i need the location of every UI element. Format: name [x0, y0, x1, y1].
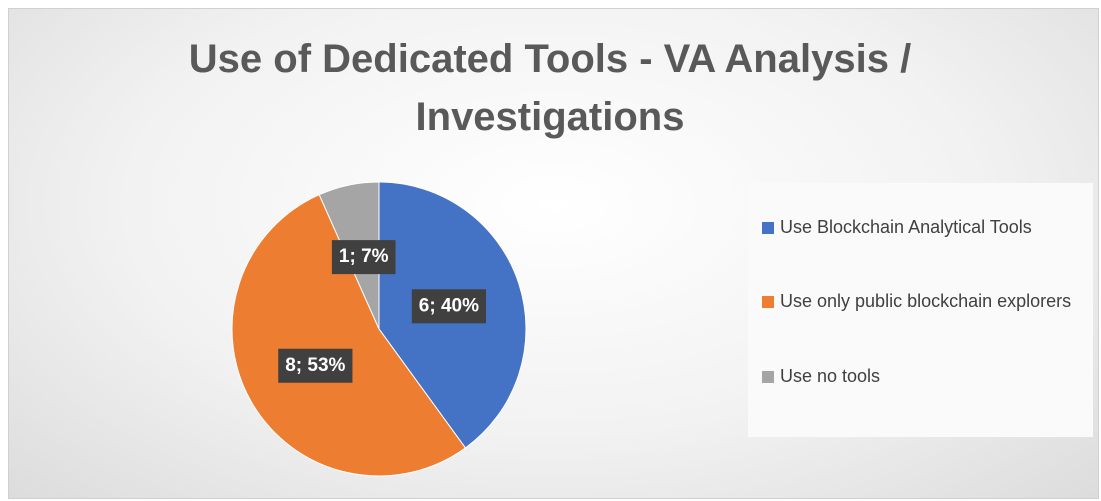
data-label-box	[278, 348, 353, 383]
data-label	[278, 348, 353, 383]
legend: Use Blockchain Analytical Tools Use only …	[748, 183, 1093, 437]
data-label	[411, 289, 487, 324]
legend-label: Use only public blockchain explorers	[780, 291, 1072, 311]
data-label-text: 8; 53%	[285, 355, 345, 376]
data-label-box	[331, 240, 396, 275]
pie-slice	[231, 194, 467, 477]
data-label	[331, 240, 396, 275]
data-label-text: 6; 40%	[419, 295, 479, 316]
data-label-box	[411, 289, 487, 324]
legend-label: Use no tools	[780, 366, 881, 386]
data-label-text: 1; 7%	[339, 246, 389, 267]
legend-entry: Use Blockchain Analytical Tools	[762, 213, 1100, 241]
legend-swatch	[762, 222, 774, 234]
legend-swatch	[762, 296, 774, 308]
chart-title: Use of Dedicated Tools - VA Analysis / I…	[188, 37, 912, 139]
legend-swatch	[762, 371, 774, 383]
legend-entry: Use only public blockchain explorers	[762, 287, 1100, 315]
legend-label: Use Blockchain Analytical Tools	[780, 217, 1032, 237]
legend-entry: Use no tools	[762, 362, 1100, 390]
